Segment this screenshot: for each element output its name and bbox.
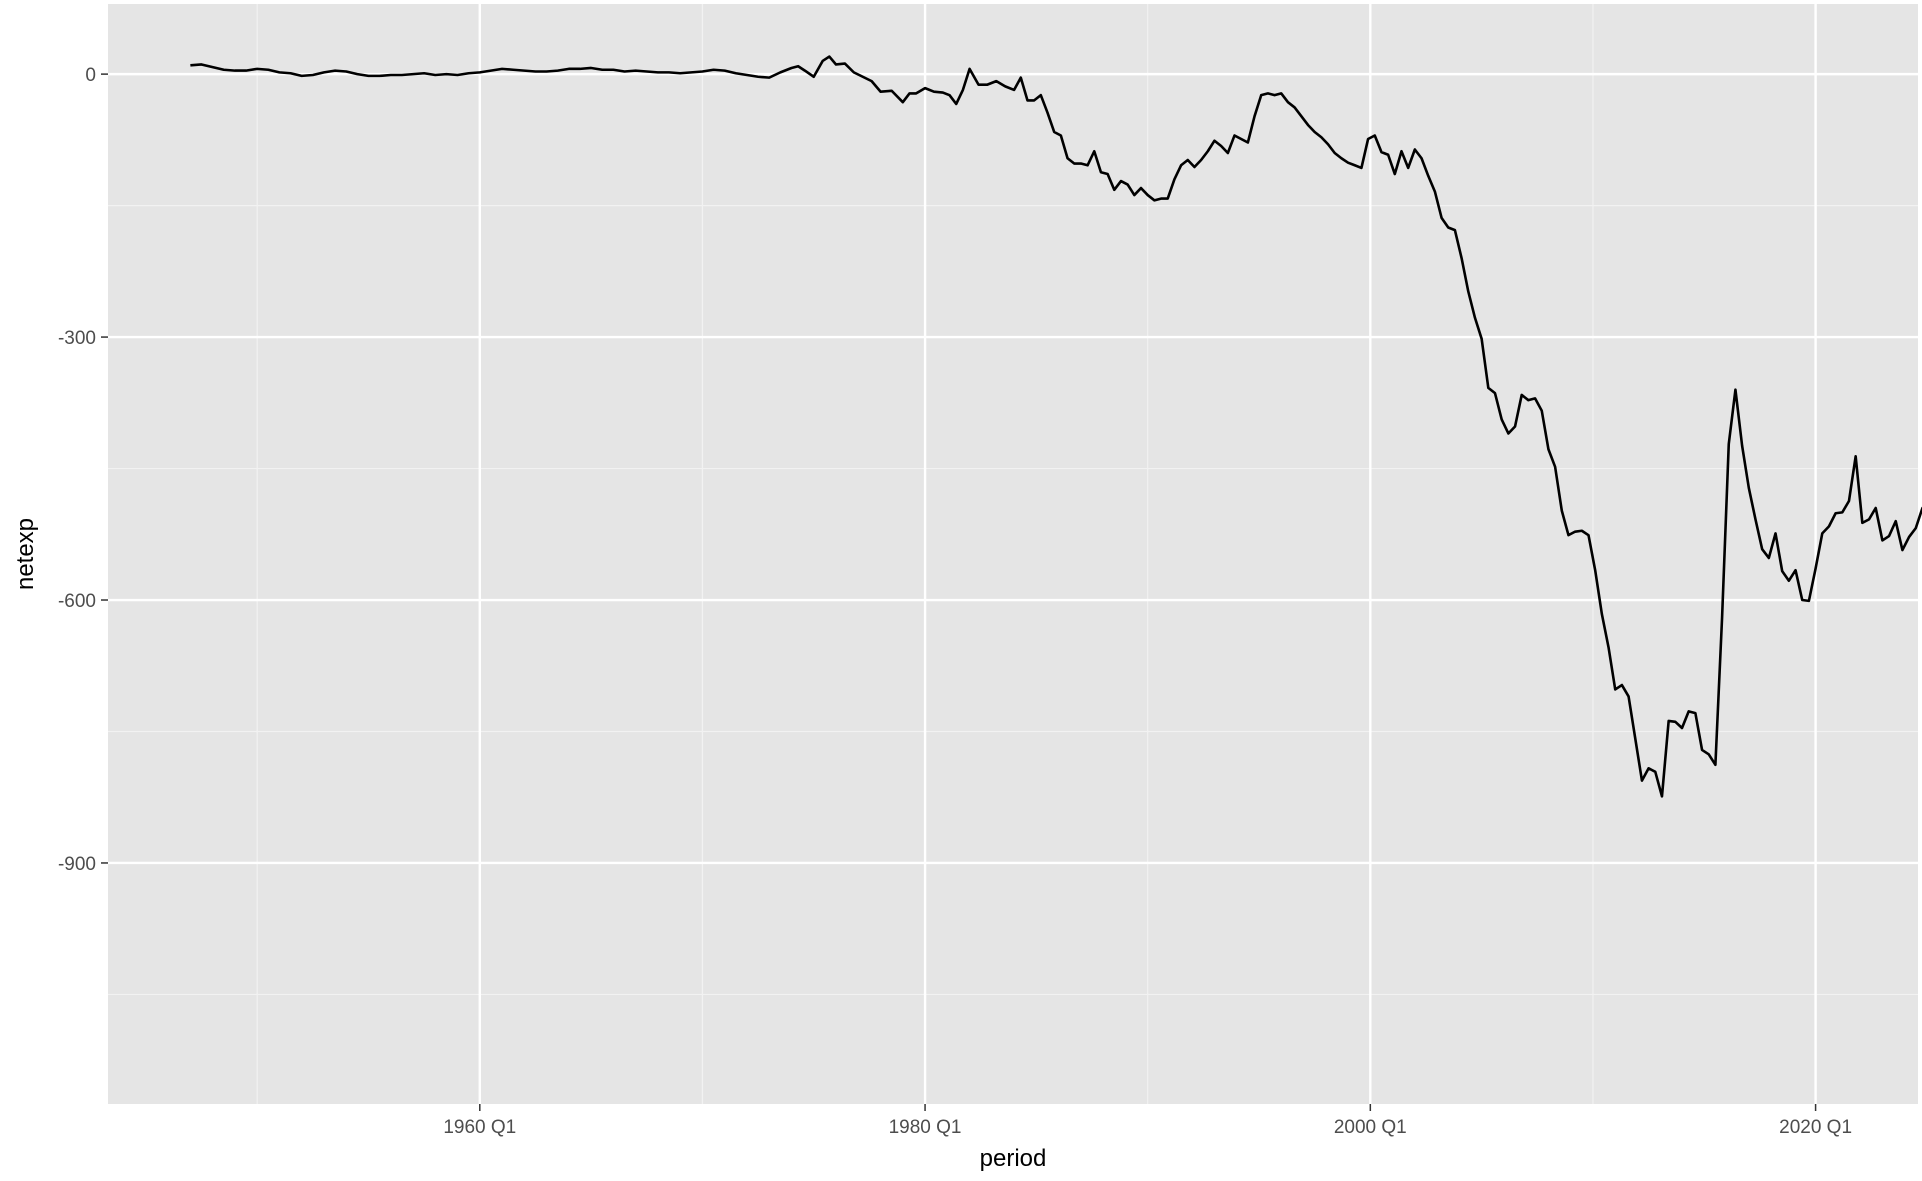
- y-axis: 0 -300 -600 -900: [58, 65, 108, 875]
- y-tick-label: -900: [58, 854, 96, 875]
- minor-gridlines: [108, 4, 1918, 1104]
- series-layer: [190, 55, 1922, 798]
- y-tick-label: -600: [58, 591, 96, 612]
- series-line: [190, 55, 1922, 798]
- x-axis: 1960 Q1 1980 Q1 2000 Q1 2020 Q1: [443, 1104, 1852, 1138]
- y-tick-label: 0: [85, 65, 96, 86]
- plot-panel-background: [108, 4, 1918, 1104]
- x-tick-label: 1980 Q1: [889, 1117, 962, 1138]
- x-axis-title: period: [980, 1145, 1047, 1172]
- y-tick-label: -300: [58, 328, 96, 349]
- x-tick-label: 2000 Q1: [1334, 1117, 1407, 1138]
- x-tick-label: 1960 Q1: [443, 1117, 516, 1138]
- major-gridlines: [108, 4, 1918, 1104]
- y-axis-title: netexp: [12, 518, 39, 590]
- x-tick-label: 2020 Q1: [1779, 1117, 1852, 1138]
